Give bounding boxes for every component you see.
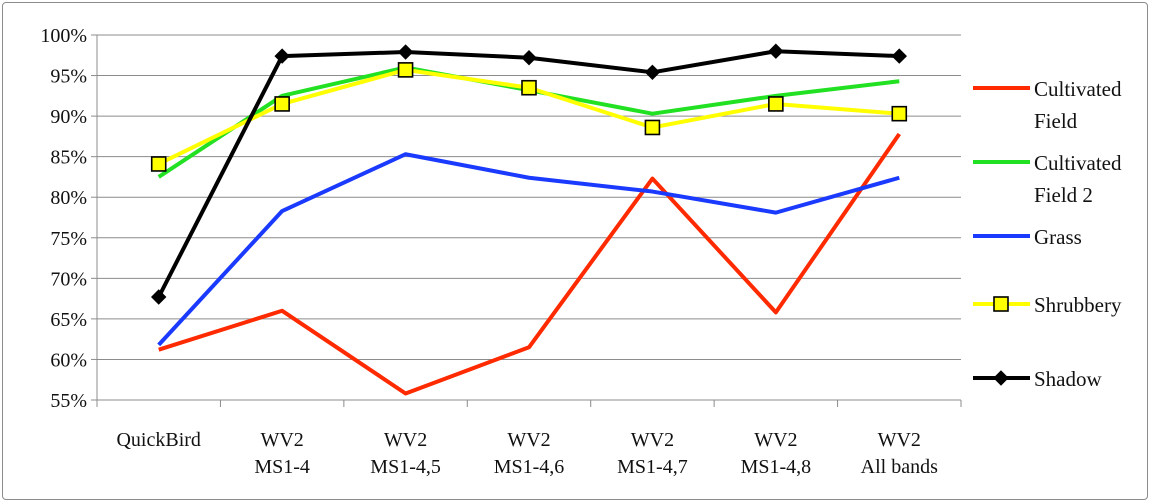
x-tick-label-wv2-ms1-4-6: WV2 MS1-4,6 [494,429,565,478]
data-series [150,43,908,396]
y-tick-label: 70% [50,268,87,290]
series-shadow [151,43,907,305]
data-point-shadow [274,48,290,64]
axes [91,34,962,407]
x-axis-tick-labels: QuickBird WV2 MS1-4 WV2 MS1-4,5 WV2 MS1-4,6 WV2… [116,429,938,478]
legend-item-shrubbery: Shrubbery [973,293,1122,317]
series-grass [157,152,900,347]
data-point-shadow [397,44,414,60]
x-tick-label-wv2-ms1-4-5: WV2 MS1-4,5 [370,429,441,478]
data-point-shrubbery [274,96,290,112]
data-point-shadow [521,50,537,66]
data-point-shrubbery [521,79,537,96]
data-point-shrubbery [397,62,414,78]
y-tick-label: 95% [50,66,87,88]
series-line-grass [157,152,900,347]
y-tick-label: 90% [50,106,87,128]
x-tick-label-wv2-ms1-4-8: WV2 MS1-4,8 [741,429,812,478]
x-tick-label-wv2-ms1-4-7: WV2 MS1-4,7 [617,429,688,478]
legend-marker-shadow [993,370,1009,386]
legend-item-grass: Grass [973,225,1082,249]
y-tick-label: 80% [50,187,87,209]
legend-item-shadow: Shadow [973,367,1103,391]
series-line-cultivated-field [158,132,901,396]
y-tick-label: 65% [50,309,87,331]
y-axis-tick-labels: 55% 60% 65% 70% 75% 80% 85% 90% 95% 100% [40,25,87,412]
legend-label-shadow: Shadow [1034,367,1103,391]
x-tick-label-wv2-ms1-4: WV2 MS1-4 [254,429,310,478]
data-point-shadow [151,289,167,305]
y-tick-label: 100% [40,25,87,47]
data-point-shadow [644,64,661,81]
gridlines [97,34,961,360]
legend-label-grass: Grass [1034,225,1082,249]
legend-item-cultivated-field-2: Cultivated Field 2 [973,151,1122,207]
data-point-shrubbery [150,156,167,172]
legend-label-cultivated-field-2: Cultivated Field 2 [1034,151,1122,207]
data-point-shadow [768,43,784,59]
legend-marker-shrubbery [993,296,1009,312]
y-tick-label: 75% [50,228,87,250]
x-tick-label-quickbird: QuickBird [116,429,200,451]
data-point-shrubbery [891,105,908,122]
legend-item-cultivated-field: Cultivated Field [973,77,1122,133]
series-cultivated-field [158,132,901,396]
data-point-shrubbery [768,96,784,112]
legend-label-shrubbery: Shrubbery [1034,293,1122,317]
legend: Cultivated Field Cultivated Field 2 Grass Shr… [973,77,1122,391]
legend-label-cultivated-field: Cultivated Field [1034,77,1122,133]
series-shrubbery [150,62,908,172]
y-tick-label: 85% [50,147,87,169]
data-point-shrubbery [644,119,661,136]
y-tick-label: 55% [50,390,87,412]
data-point-shadow [891,48,907,64]
y-tick-label: 60% [50,349,87,371]
x-tick-label-wv2-all-bands: WV2 All bands [861,429,938,478]
